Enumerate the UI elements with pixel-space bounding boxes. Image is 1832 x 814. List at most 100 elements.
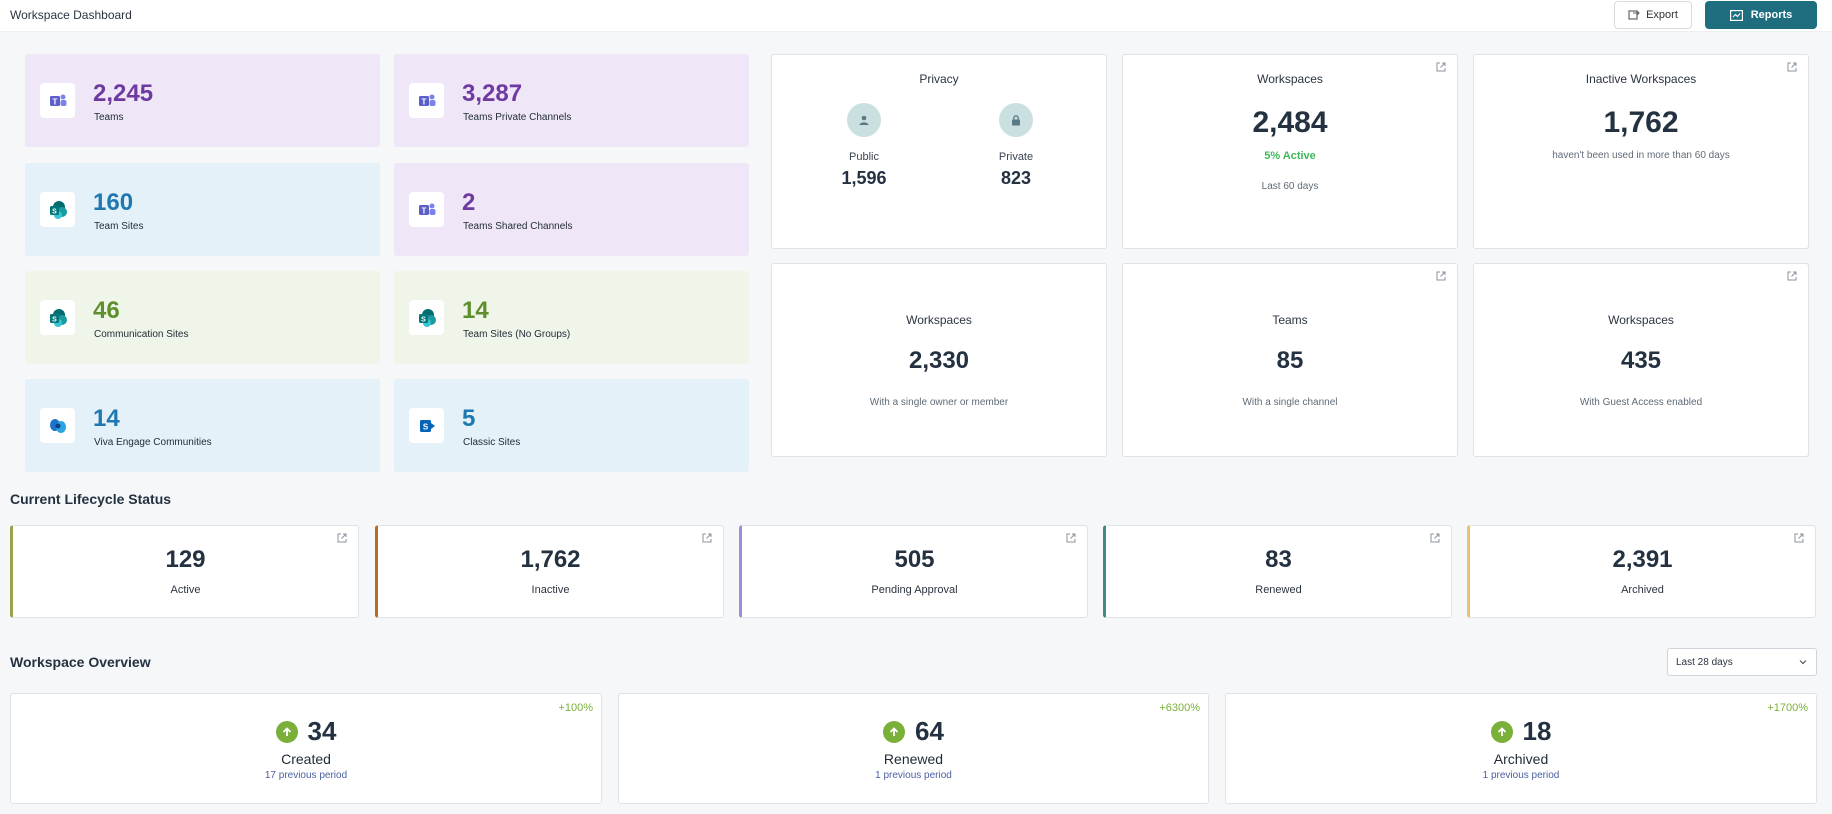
lifecycle-value: 83 — [1265, 546, 1292, 573]
tile-value: 46 — [93, 297, 120, 324]
delta-badge: +100% — [558, 702, 593, 714]
tile-team-sites[interactable]: S 160 Team Sites — [25, 163, 380, 256]
external-link-icon[interactable] — [1786, 270, 1798, 282]
lifecycle-value: 129 — [165, 546, 206, 573]
tile-value: 3,287 — [462, 80, 523, 107]
arrow-up-icon — [275, 720, 298, 743]
overview-label: Renewed — [883, 751, 944, 767]
tile-communication-sites[interactable]: S 46 Communication Sites — [25, 271, 380, 364]
export-label: Export — [1646, 9, 1678, 21]
svg-text:S: S — [52, 316, 57, 323]
lifecycle-value: 1,762 — [520, 546, 581, 573]
card-value: 435 — [1620, 347, 1662, 374]
tile-label: Classic Sites — [463, 437, 521, 448]
external-link-icon[interactable] — [701, 532, 713, 544]
tile-label: Teams Shared Channels — [463, 221, 573, 232]
svg-text:S: S — [421, 316, 426, 323]
lifecycle-card-pending-approval[interactable]: 505 Pending Approval — [739, 525, 1088, 618]
svg-text:T: T — [421, 97, 426, 106]
active-percent: 5% Active — [1264, 150, 1316, 162]
teams-icon: T — [409, 83, 444, 118]
card-subtitle: haven't been used in more than 60 days — [1552, 150, 1730, 161]
sharepoint-icon: S — [40, 300, 75, 335]
tile-team-sites-no-groups[interactable]: S 14 Team Sites (No Groups) — [394, 271, 749, 364]
external-link-icon[interactable] — [1786, 61, 1798, 73]
lifecycle-card-renewed[interactable]: 83 Renewed — [1103, 525, 1452, 618]
private-value: 823 — [1000, 168, 1032, 188]
lifecycle-card-inactive[interactable]: 1,762 Inactive — [375, 525, 724, 618]
card-value: 85 — [1276, 347, 1304, 374]
external-link-icon[interactable] — [1065, 532, 1077, 544]
reports-button[interactable]: Reports — [1705, 1, 1817, 29]
overview-label: Archived — [1493, 751, 1549, 767]
privacy-public: Public 1,596 — [824, 103, 904, 189]
tile-label: Teams Private Channels — [463, 112, 572, 123]
arrow-up-icon — [883, 720, 906, 743]
external-link-icon[interactable] — [1793, 532, 1805, 544]
public-label: Public — [849, 151, 879, 163]
arrow-up-icon — [1490, 720, 1513, 743]
external-link-icon[interactable] — [336, 532, 348, 544]
workspaces-active-card[interactable]: Workspaces 2,484 5% Active Last 60 days — [1122, 54, 1458, 249]
tile-viva-engage-communities[interactable]: 14 Viva Engage Communities — [25, 379, 380, 472]
card-subtitle: With Guest Access enabled — [1579, 397, 1703, 408]
delta-badge: +1700% — [1767, 702, 1808, 714]
external-link-icon[interactable] — [1429, 532, 1441, 544]
export-icon — [1628, 10, 1640, 20]
teams-icon: T — [40, 83, 75, 118]
privacy-private: Private 823 — [976, 103, 1056, 189]
overview-card-archived: +1700% 18 Archived 1 previous period — [1225, 693, 1817, 804]
lifecycle-card-archived[interactable]: 2,391 Archived — [1467, 525, 1816, 618]
export-button[interactable]: Export — [1614, 1, 1692, 29]
lifecycle-section-title: Current Lifecycle Status — [10, 491, 172, 507]
overview-value: 64 — [915, 716, 944, 746]
top-bar: Workspace Dashboard Export Reports — [0, 0, 1832, 32]
card-subtitle: With a single owner or member — [869, 397, 1009, 408]
card-title: Privacy — [919, 72, 959, 86]
lifecycle-card-active[interactable]: 129 Active — [10, 525, 359, 618]
reports-label: Reports — [1750, 9, 1793, 21]
overview-value: 18 — [1522, 716, 1552, 746]
date-range-select[interactable]: Last 28 days — [1667, 648, 1817, 676]
guest-access-card[interactable]: Workspaces 435 With Guest Access enabled — [1473, 263, 1809, 457]
date-range-value: Last 28 days — [1676, 657, 1733, 668]
single-owner-card: Workspaces 2,330 With a single owner or … — [771, 263, 1107, 457]
privacy-card: Privacy Public 1,596 Private 823 — [771, 54, 1107, 249]
svg-text:S: S — [52, 208, 57, 215]
card-subtitle: With a single channel — [1242, 397, 1338, 408]
chevron-down-icon — [1799, 660, 1807, 665]
tile-teams-shared-channels[interactable]: T 2 Teams Shared Channels — [394, 163, 749, 256]
tile-value: 5 — [462, 405, 476, 432]
card-period: Last 60 days — [1261, 181, 1319, 192]
lock-icon — [999, 103, 1033, 137]
inactive-workspaces-card[interactable]: Inactive Workspaces 1,762 haven't been u… — [1473, 54, 1809, 249]
overview-previous: 1 previous period — [875, 770, 952, 781]
tile-value: 2 — [462, 189, 476, 216]
lifecycle-label: Renewed — [1255, 584, 1302, 596]
overview-card-created: +100% 34 Created 17 previous period — [10, 693, 602, 804]
tile-label: Communication Sites — [94, 329, 189, 340]
svg-text:T: T — [52, 97, 57, 106]
external-link-icon[interactable] — [1435, 61, 1447, 73]
card-value: 2,484 — [1252, 106, 1328, 139]
tile-classic-sites[interactable]: S 5 Classic Sites — [394, 379, 749, 472]
sharepoint-icon: S — [409, 300, 444, 335]
tile-teams-private-channels[interactable]: T 3,287 Teams Private Channels — [394, 54, 749, 147]
overview-label: Created — [281, 751, 331, 767]
single-channel-card[interactable]: Teams 85 With a single channel — [1122, 263, 1458, 457]
sharepoint-icon: S — [40, 192, 75, 227]
tile-label: Team Sites — [94, 221, 144, 232]
sharepoint-classic-icon: S — [409, 408, 444, 443]
tile-teams[interactable]: T 2,245 Teams — [25, 54, 380, 147]
lifecycle-label: Active — [170, 584, 201, 596]
overview-section-title: Workspace Overview — [10, 654, 151, 670]
svg-text:S: S — [422, 422, 428, 431]
external-link-icon[interactable] — [1435, 270, 1447, 282]
private-label: Private — [998, 151, 1034, 163]
viva-engage-icon — [40, 408, 75, 443]
svg-text:T: T — [421, 206, 426, 215]
lifecycle-label: Pending Approval — [871, 584, 958, 596]
overview-previous: 1 previous period — [1482, 770, 1560, 781]
public-value: 1,596 — [841, 168, 887, 188]
card-title: Teams — [1272, 313, 1308, 327]
